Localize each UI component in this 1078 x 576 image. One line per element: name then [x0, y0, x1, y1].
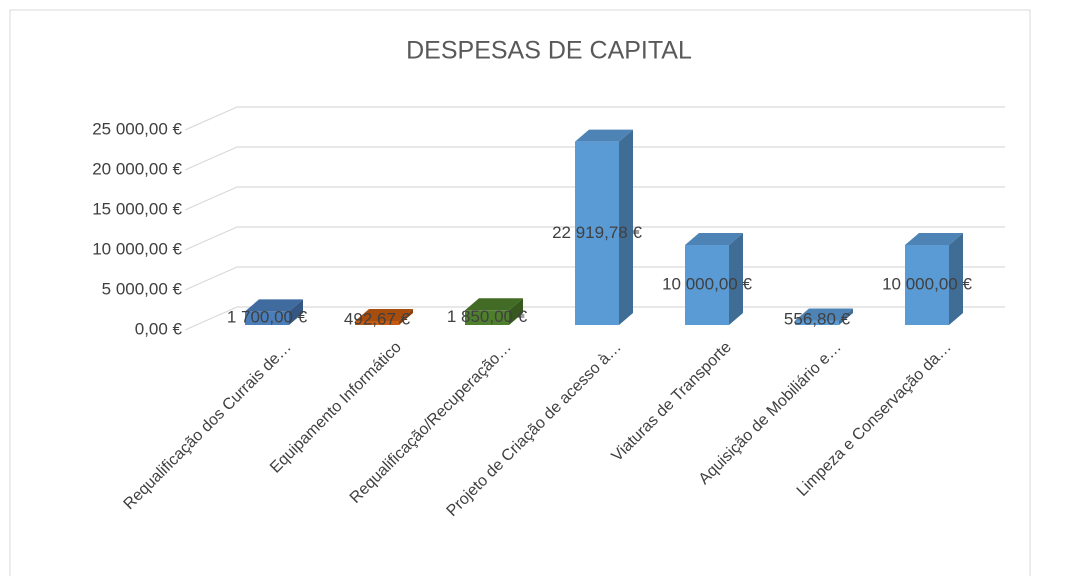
chart-title: DESPESAS DE CAPITAL — [406, 37, 692, 65]
bar — [465, 298, 523, 325]
grid-line — [184, 266, 238, 291]
y-tick-label: 10 000,00 € — [92, 239, 182, 258]
data-label: 10 000,00 € — [882, 274, 972, 293]
bar-front — [465, 310, 509, 325]
bar — [355, 309, 413, 325]
data-label: 10 000,00 € — [662, 274, 752, 293]
bar-top — [245, 299, 303, 312]
bar — [685, 233, 743, 325]
bar-front — [575, 141, 619, 325]
bar-top — [795, 308, 853, 321]
data-label: 492,67 € — [344, 309, 411, 328]
grid-line — [184, 306, 238, 331]
bar-side — [399, 309, 413, 325]
bar — [795, 308, 853, 325]
bar-top — [575, 129, 633, 142]
bar-top — [905, 233, 963, 245]
bar-front — [355, 321, 399, 325]
y-tick-label: 25 000,00 € — [92, 119, 182, 138]
bar-side — [289, 299, 303, 325]
grid-line — [184, 226, 238, 251]
grid-line — [184, 146, 238, 171]
bar-side — [729, 233, 743, 325]
bar-side — [509, 298, 523, 325]
bar-side — [839, 308, 853, 325]
data-label: 1 700,00 € — [227, 308, 308, 327]
bar-front — [245, 311, 289, 325]
bar — [905, 233, 963, 325]
bar — [245, 299, 303, 325]
data-label: 556,80 € — [784, 309, 851, 328]
bar-top — [465, 298, 523, 311]
chart-frame — [9, 9, 1031, 576]
data-label: 1 850,00 € — [447, 307, 528, 326]
y-tick-label: 15 000,00 € — [92, 199, 182, 218]
bar-front — [795, 320, 839, 325]
data-label: 22 919,78 € — [552, 223, 642, 242]
bar-top — [685, 233, 743, 245]
bar-front — [905, 245, 949, 325]
grid-line — [184, 106, 238, 131]
bar-front — [685, 245, 729, 325]
bar-side — [949, 233, 963, 325]
bar-side — [619, 129, 633, 325]
bar-top — [355, 309, 413, 322]
y-tick-label: 0,00 € — [135, 319, 183, 338]
y-tick-label: 5 000,00 € — [102, 279, 183, 298]
y-tick-label: 20 000,00 € — [92, 159, 182, 178]
grid-line — [184, 186, 238, 211]
bar — [575, 129, 633, 325]
